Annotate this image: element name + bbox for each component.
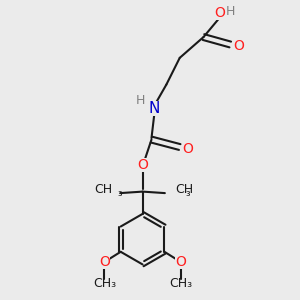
Text: O: O [233,39,244,53]
Text: ₃: ₃ [185,188,190,197]
Text: CH: CH [175,183,194,196]
Text: ₃: ₃ [118,188,122,197]
Text: CH₃: CH₃ [93,277,116,290]
Text: O: O [183,142,194,155]
Text: CH₃: CH₃ [169,277,192,290]
Text: N: N [149,101,160,116]
Text: O: O [99,255,110,269]
Text: O: O [176,255,186,269]
Text: O: O [137,158,148,172]
Text: H: H [226,5,236,18]
Text: H: H [136,94,145,106]
Text: O: O [214,6,225,20]
Text: CH: CH [95,183,113,196]
